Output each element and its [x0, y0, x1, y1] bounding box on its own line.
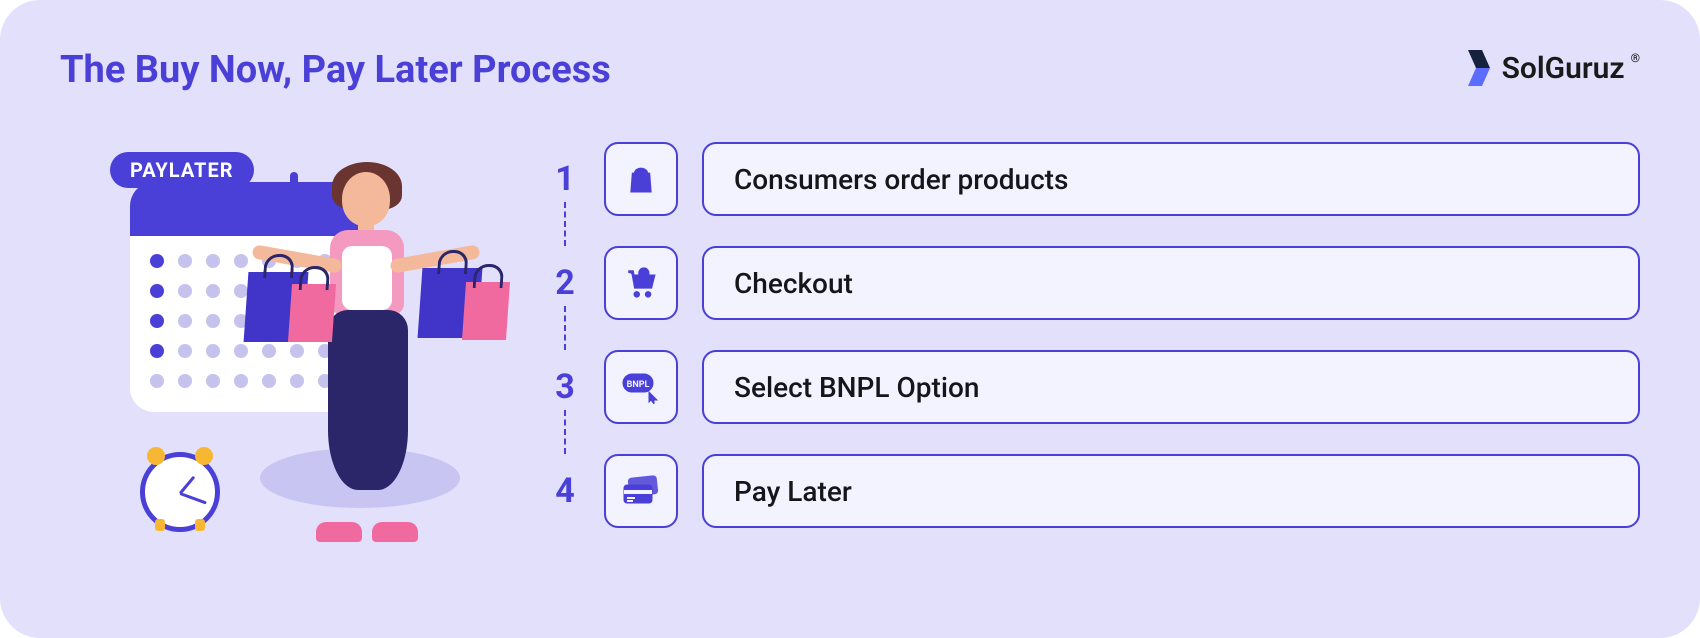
step-number: 3 — [550, 367, 580, 407]
alarm-clock-icon — [140, 452, 220, 532]
step-icon-box — [604, 142, 678, 216]
person-head — [342, 172, 390, 226]
connector-line — [564, 202, 566, 246]
step-row: 4 Pay Later — [550, 454, 1640, 528]
connector-line — [564, 410, 566, 454]
step-label: Consumers order products — [702, 142, 1640, 216]
cart-icon — [623, 266, 659, 300]
step-icon-box — [604, 454, 678, 528]
connector-line — [564, 306, 566, 350]
step-row: 3 BNPL Select BNPL Option — [550, 350, 1640, 424]
brand-logo: SolGuruz ® — [1462, 48, 1640, 88]
step-label: Pay Later — [702, 454, 1640, 528]
step-icon-box: BNPL — [604, 350, 678, 424]
content-body: PAYLATER — [60, 142, 1640, 558]
logo-registered: ® — [1631, 51, 1640, 65]
svg-text:BNPL: BNPL — [627, 380, 650, 390]
steps-list: 1 Consumers order products 2 Checkout 3 — [550, 142, 1640, 558]
illustration: PAYLATER — [60, 142, 520, 542]
logo-text: SolGuruz — [1502, 51, 1625, 86]
header: The Buy Now, Pay Later Process SolGuruz … — [60, 48, 1640, 92]
step-number: 1 — [550, 159, 580, 199]
cards-icon — [621, 475, 661, 507]
step-number: 4 — [550, 471, 580, 511]
step-label: Checkout — [702, 246, 1640, 320]
bag-icon — [624, 162, 658, 196]
step-number: 2 — [550, 263, 580, 303]
infographic-card: The Buy Now, Pay Later Process SolGuruz … — [0, 0, 1700, 638]
step-icon-box — [604, 246, 678, 320]
step-row: 1 Consumers order products — [550, 142, 1640, 216]
logo-mark-icon — [1462, 48, 1496, 88]
page-title: The Buy Now, Pay Later Process — [60, 48, 611, 92]
bnpl-icon: BNPL — [621, 370, 661, 404]
paylater-badge: PAYLATER — [110, 152, 254, 188]
step-row: 2 Checkout — [550, 246, 1640, 320]
person-legs — [328, 310, 408, 490]
step-label: Select BNPL Option — [702, 350, 1640, 424]
